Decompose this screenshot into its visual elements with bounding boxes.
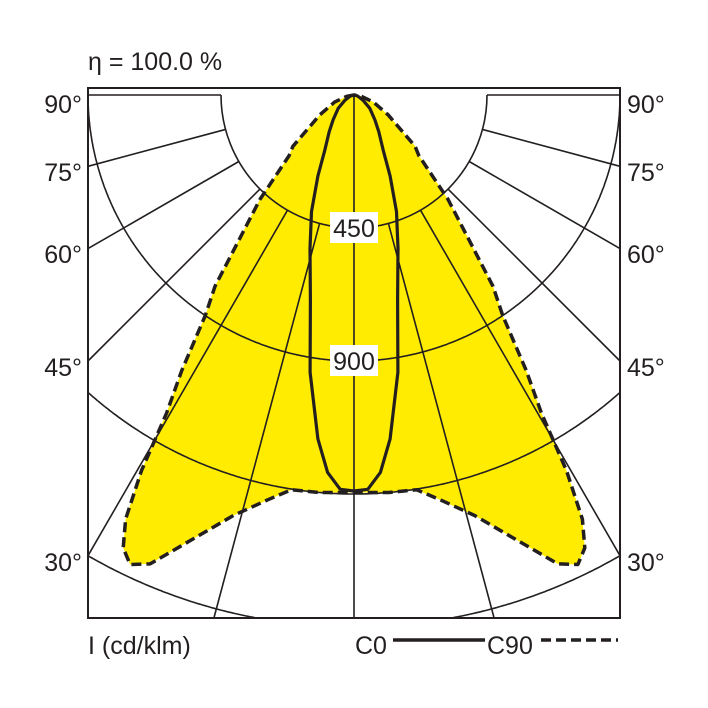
chart-title: η = 100.0 % <box>88 48 222 76</box>
unit-label: I (cd/klm) <box>88 632 191 660</box>
angle-label-right: 90° <box>627 91 665 119</box>
radial-line-30 <box>419 209 621 557</box>
radial-line-75 <box>87 128 226 168</box>
radial-line-30 <box>87 209 289 557</box>
radial-line-15 <box>387 223 495 619</box>
radial-line-60 <box>87 160 240 250</box>
angle-label-right: 60° <box>627 241 665 269</box>
circle-1800 <box>87 555 621 619</box>
angle-label-right: 75° <box>627 159 665 187</box>
angle-label-left: 75° <box>44 159 82 187</box>
radial-line-45 <box>87 188 261 362</box>
angle-label-right: 30° <box>627 549 665 577</box>
angle-label-left: 30° <box>44 549 82 577</box>
radial-line-15 <box>213 223 321 619</box>
angle-label-left: 90° <box>44 91 82 119</box>
radial-line-75 <box>482 128 621 168</box>
radial-tick-label: 450 <box>333 215 375 243</box>
radial-line-60 <box>468 160 621 250</box>
plot-frame <box>87 87 621 619</box>
grid <box>87 94 621 619</box>
angle-label-right: 45° <box>627 354 665 382</box>
legend-c0-label: C0 <box>355 632 387 660</box>
c0-curve <box>308 93 400 493</box>
radial-tick-label: 900 <box>333 348 375 376</box>
radial-label-bg <box>330 212 378 243</box>
angle-label-left: 60° <box>44 241 82 269</box>
legend-c90-label: C90 <box>487 632 533 660</box>
radial-line-45 <box>447 188 621 362</box>
radial-label-bg <box>330 345 378 376</box>
angle-label-left: 45° <box>44 354 82 382</box>
